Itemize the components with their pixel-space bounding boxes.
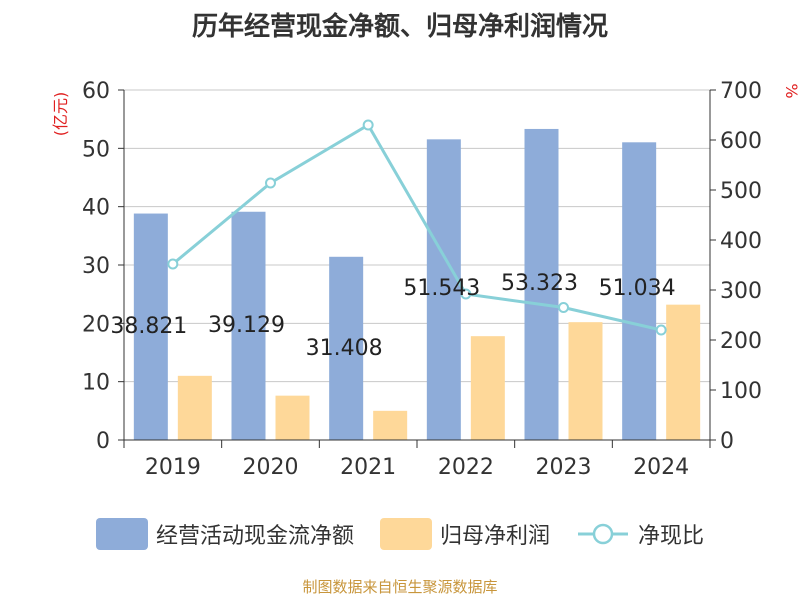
data-label-cashflow-2021: 31.408 — [306, 336, 383, 361]
ratio-point-2019 — [167, 258, 179, 270]
y2-tick-label: 400 — [720, 229, 762, 254]
y2-tick-label: 700 — [720, 79, 762, 104]
legend-line-marker — [578, 523, 628, 545]
y2-tick-label: 100 — [720, 379, 762, 404]
legend-label-net-profit: 归母净利润 — [439, 524, 550, 549]
x-tick-label: 2024 — [633, 455, 689, 480]
bar-cashflow-2024 — [622, 142, 657, 440]
bar-net-profit-2020 — [275, 395, 310, 440]
bar-cashflow-2023 — [524, 128, 559, 441]
bar-cashflow-2020 — [231, 211, 266, 440]
legend-swatch-cashflow — [95, 518, 148, 550]
bar-cashflow-2019 — [133, 213, 168, 440]
x-tick-label: 2023 — [536, 455, 592, 480]
legend-swatch-net-profit — [379, 518, 432, 550]
ratio-point-2023 — [558, 302, 569, 313]
source-note: 制图数据来自恒生聚源数据库 — [302, 578, 498, 596]
data-label-cashflow-2023: 53.323 — [501, 271, 578, 296]
ratio-line — [171, 122, 662, 332]
x-tick-label: 2020 — [243, 455, 299, 480]
legend: 经营活动现金流净额 归母净利润 净现比 — [0, 518, 800, 550]
y2-axis-title: % — [782, 83, 800, 98]
ratio-point-2024 — [655, 324, 667, 336]
y2-tick-label: 0 — [720, 429, 734, 454]
x-tick-label: 2021 — [340, 455, 396, 480]
ratio-point-2020 — [265, 177, 276, 189]
legend-item-cashflow[interactable]: 经营活动现金流净额 — [95, 518, 354, 550]
y2-tick-label: 200 — [720, 329, 762, 354]
y-axis-title: (亿元) — [51, 92, 70, 137]
y-tick-label: 30 — [82, 254, 110, 279]
data-labels-layer: 38.821 39.129 31.408 51.543 53.323 51.034 — [110, 271, 675, 361]
data-label-cashflow-2022: 51.543 — [403, 276, 480, 301]
y2-tick-label: 300 — [720, 279, 762, 304]
y2-tick-label: 600 — [720, 129, 762, 154]
y-tick-label: 50 — [82, 137, 110, 162]
bar-net-profit-2021 — [373, 410, 408, 440]
legend-label-cashflow: 经营活动现金流净额 — [155, 524, 354, 549]
y-tick-label: 40 — [82, 196, 110, 221]
x-tick-label: 2022 — [438, 455, 494, 480]
y-tick-label: 0 — [96, 429, 110, 454]
ratio-point-2021 — [362, 119, 374, 131]
x-tick-label: 2019 — [145, 455, 201, 480]
y-tick-label: 10 — [82, 371, 110, 396]
bar-net-profit-2024 — [666, 304, 701, 440]
bar-net-profit-2022 — [470, 336, 505, 440]
bar-net-profit-2023 — [568, 322, 603, 440]
y-tick-label: 60 — [82, 79, 110, 104]
bar-net-profit-2019 — [177, 375, 212, 440]
data-label-cashflow-2019: 38.821 — [110, 314, 187, 339]
y-tick-label: 20 — [82, 312, 110, 337]
bar-cashflow-2021 — [329, 256, 364, 440]
bar-cashflow-2022 — [426, 139, 461, 440]
bars-layer — [133, 128, 701, 441]
ratio-line-layer — [167, 119, 667, 336]
y2-tick-label: 500 — [720, 179, 762, 204]
data-label-cashflow-2024: 51.034 — [599, 276, 676, 301]
legend-item-ratio[interactable]: 净现比 — [576, 518, 704, 550]
chart-title: 历年经营现金净额、归母净利润情况 — [191, 12, 608, 42]
data-label-cashflow-2020: 39.129 — [208, 313, 285, 338]
legend-label-ratio: 净现比 — [638, 524, 705, 549]
ratio-point-2022 — [460, 288, 472, 300]
legend-item-net-profit[interactable]: 归母净利润 — [379, 518, 550, 550]
